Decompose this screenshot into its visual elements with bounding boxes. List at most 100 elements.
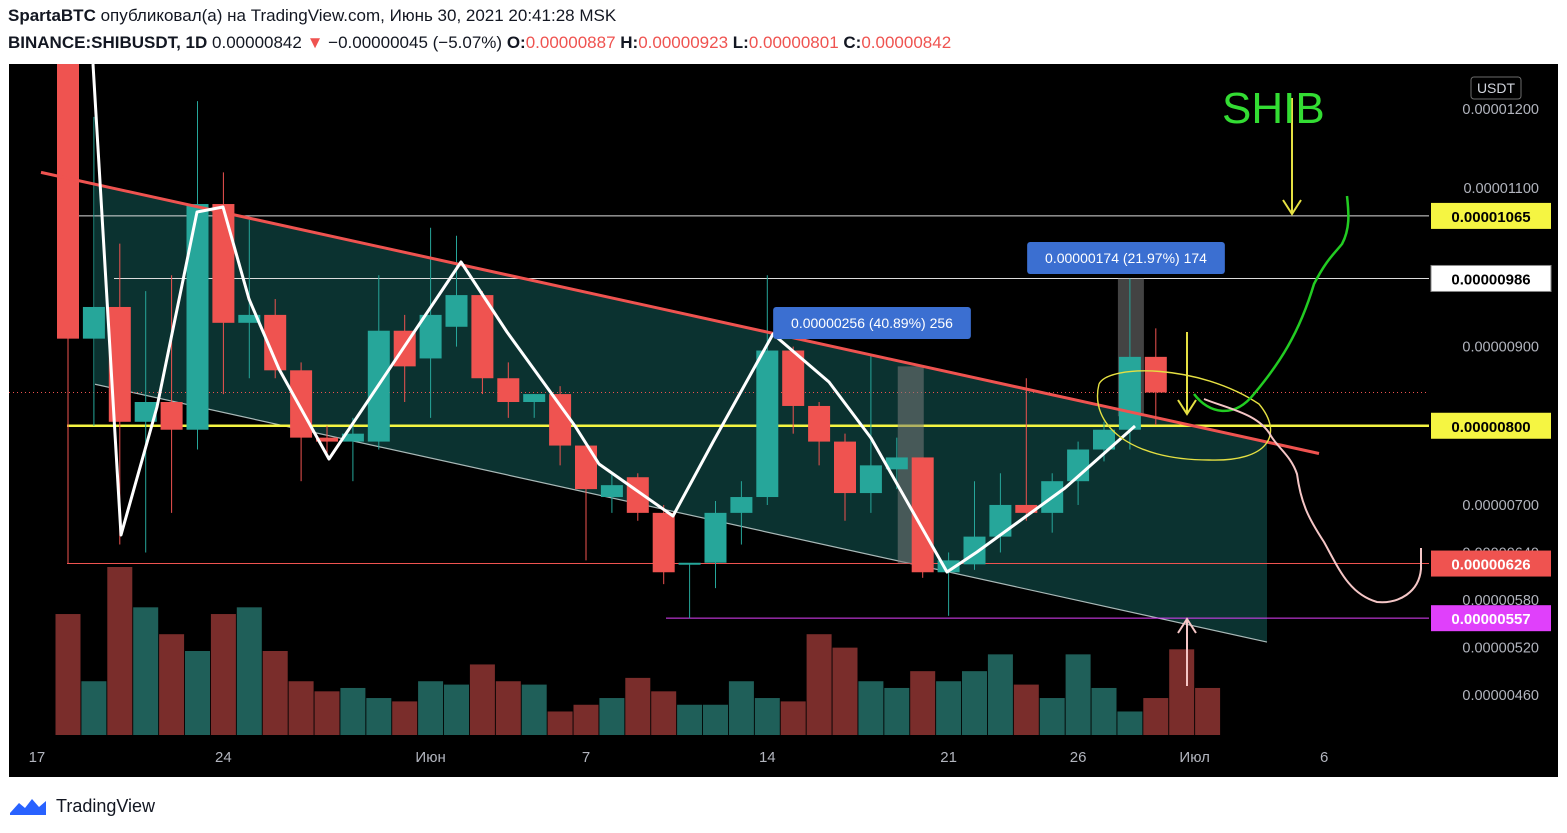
- candle-body-41: [1118, 356, 1141, 430]
- candle-body-32: [885, 457, 908, 470]
- y-tick-6: 0.00000520: [1462, 640, 1539, 656]
- volume-bar-12: [366, 698, 392, 735]
- volume-bar-29: [806, 634, 832, 735]
- tradingview-brand[interactable]: TradingView: [56, 795, 156, 816]
- candle-body-27: [756, 350, 779, 498]
- volume-bar-41: [1117, 711, 1143, 735]
- support-arrow-up-head: [1177, 617, 1197, 634]
- price-chart[interactable]: SHIB 0.00000256 (40.89%) 256 0.00000174 (2…: [9, 64, 1558, 777]
- x-tick-2: Июн: [415, 749, 445, 766]
- low-label: L:: [732, 33, 749, 52]
- candle-body-20: [575, 445, 597, 490]
- candle-body-28: [782, 350, 805, 406]
- x-tick-5: 21: [940, 749, 957, 766]
- price-label-bg-1: [1430, 264, 1552, 292]
- candle-body-29: [808, 405, 831, 442]
- candle-body-40: [1093, 429, 1115, 450]
- candle-body-9: [290, 370, 313, 438]
- volume-bar-19: [547, 711, 573, 735]
- close-value: 0.00000842: [861, 33, 952, 52]
- x-tick-1: 24: [215, 749, 232, 766]
- x-tick-6: 26: [1070, 749, 1087, 766]
- candle-body-7: [238, 314, 261, 323]
- y-tick-3: 0.00000700: [1462, 498, 1539, 514]
- tradingview-logo-icon[interactable]: [8, 795, 48, 817]
- volume-bar-4: [159, 634, 185, 735]
- candle-body-19: [549, 394, 572, 446]
- volume-bar-16: [469, 664, 495, 735]
- price-label-bg-4: [1431, 605, 1551, 632]
- candle-body-10: [316, 437, 338, 442]
- chart-area[interactable]: SHIB 0.00000256 (40.89%) 256 0.00000174 (2…: [9, 64, 1558, 777]
- candle-body-14: [419, 314, 442, 359]
- volume-bar-35: [962, 671, 987, 735]
- volume-bar-1: [81, 681, 107, 735]
- candle-body-31: [859, 465, 882, 494]
- volume-bar-7: [236, 607, 262, 735]
- open-label: O:: [506, 33, 526, 52]
- measure-label-bg-0: [773, 307, 971, 339]
- y-tick-2: 0.00000900: [1462, 340, 1539, 356]
- candle-body-23: [652, 512, 675, 573]
- down-arrow-icon: ▼: [306, 33, 324, 52]
- ohlc-line: BINANCE:SHIBUSDT, 1D 0.00000842 ▼ −0.000…: [8, 33, 951, 53]
- volume-bar-8: [262, 651, 288, 735]
- volume-bar-27: [754, 698, 780, 735]
- candle-body-33: [911, 457, 934, 573]
- publish-line: SpartaBTC опубликовал(а) на TradingView.…: [8, 6, 616, 26]
- price-label-3: 0.00000626: [1451, 557, 1530, 574]
- author-name[interactable]: SpartaBTC: [8, 6, 96, 25]
- volume-bar-2: [107, 567, 133, 735]
- shib-annotation: SHIB: [1222, 84, 1325, 133]
- candle-body-36: [989, 504, 1012, 537]
- candle-body-24: [678, 562, 701, 565]
- volume-bar-30: [832, 647, 858, 735]
- target-arrow-down-head: [1282, 199, 1302, 216]
- bearish-projection-path: [1203, 398, 1422, 604]
- volume-bar-3: [133, 607, 159, 735]
- candle-body-25: [704, 512, 727, 563]
- volume-bar-31: [858, 681, 884, 735]
- candle-body-21: [600, 485, 623, 498]
- volume-bar-39: [1065, 654, 1091, 735]
- volume-bar-18: [521, 684, 547, 735]
- x-tick-3: 7: [582, 749, 590, 766]
- close-label: C:: [843, 33, 862, 52]
- volume-bar-9: [288, 681, 314, 735]
- price-label-bg-2: [1431, 412, 1551, 439]
- y-tick-1: 0.00001100: [1463, 181, 1539, 197]
- volume-bar-34: [936, 681, 962, 735]
- candle-body-0: [57, 64, 79, 339]
- open-value: 0.00000887: [525, 33, 616, 52]
- volume-bar-10: [314, 691, 340, 735]
- high-value: 0.00000923: [638, 33, 729, 52]
- volume-bar-28: [780, 701, 806, 735]
- price-label-0: 0.00001065: [1451, 209, 1530, 226]
- candle-body-6: [212, 204, 235, 323]
- volume-bar-5: [185, 651, 210, 735]
- candle-body-16: [471, 295, 494, 379]
- volume-bar-40: [1091, 687, 1117, 735]
- publish-info: опубликовал(а) на TradingView.com, Июнь …: [100, 6, 617, 25]
- symbol-label: BINANCE:SHIBUSDT, 1D: [8, 33, 208, 52]
- entry-arrow-down-head: [1177, 399, 1197, 416]
- candle-body-42: [1144, 356, 1167, 393]
- volume-bar-37: [1013, 684, 1039, 735]
- volume-bar-20: [573, 704, 599, 735]
- price-label-bg-3: [1431, 550, 1551, 577]
- volume-bar-0: [55, 614, 81, 735]
- measure-label-bg-1: [1027, 242, 1225, 274]
- price-label-4: 0.00000557: [1451, 611, 1530, 628]
- volume-bar-17: [495, 681, 521, 735]
- zigzag-pattern-line: [91, 64, 1136, 574]
- volume-bar-23: [651, 691, 677, 735]
- measure-label-1: 0.00000174 (21.97%) 174: [1045, 250, 1207, 266]
- volume-bar-22: [625, 677, 651, 735]
- last-price: 0.00000842: [212, 33, 302, 52]
- candle-body-18: [523, 394, 546, 402]
- volume-bar-21: [599, 698, 625, 735]
- candle-body-15: [445, 295, 468, 327]
- y-tick-0: 0.00001200: [1462, 102, 1539, 118]
- volume-bar-15: [444, 684, 469, 735]
- bullish-projection-path: [1193, 195, 1350, 413]
